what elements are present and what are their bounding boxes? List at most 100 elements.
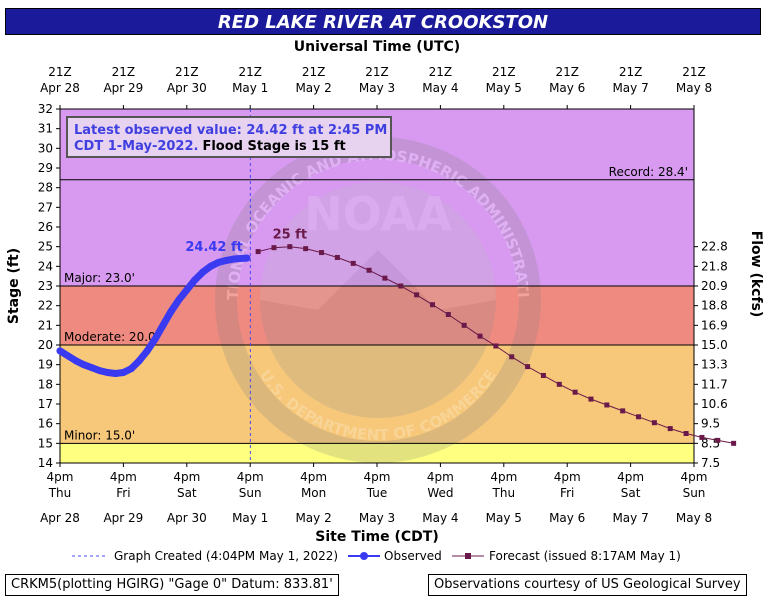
top-tick-time: 21Z — [175, 65, 199, 79]
flow-tick-label: 21.8 — [701, 259, 728, 273]
threshold-label-minor: Minor: 15.0' — [64, 428, 135, 442]
flow-tick-label: 10.6 — [701, 397, 728, 411]
flow-tick-label: 20.9 — [701, 279, 728, 293]
y-tick-label: 27 — [38, 200, 53, 214]
top-tick-date: Apr 30 — [167, 81, 207, 95]
forecast-point — [715, 437, 721, 443]
observed-point — [151, 335, 159, 343]
top-tick-date: May 8 — [676, 81, 712, 95]
datum-note: CRKM5(plotting HGIRG) "Gage 0" Datum: 83… — [5, 574, 339, 596]
flow-tick-label: 7.5 — [701, 456, 720, 470]
y-axis-title: Stage (ft) — [6, 248, 22, 324]
band-minor — [60, 345, 694, 444]
x-tick-day: Mon — [301, 486, 326, 500]
top-tick-date: May 4 — [422, 81, 458, 95]
legend-observed-swatch-dot — [360, 552, 368, 560]
top-tick-time: 21Z — [112, 65, 136, 79]
observed-point — [191, 276, 199, 284]
forecast-point — [271, 245, 277, 251]
x-tick-date: May 2 — [295, 511, 331, 525]
observed-point — [56, 347, 64, 355]
flow-tick-label: 16.9 — [701, 318, 728, 332]
legend-observed-label: Observed — [384, 549, 442, 563]
observed-point — [104, 369, 112, 377]
forecast-point — [255, 249, 261, 255]
x-tick-time: 4pm — [364, 470, 391, 484]
observed-point — [222, 256, 230, 264]
x-tick-time: 4pm — [427, 470, 454, 484]
forecast-point — [651, 420, 657, 426]
observed-point — [230, 255, 238, 263]
y-tick-label: 22 — [38, 299, 53, 313]
x-axis-title: Site Time (CDT) — [315, 529, 439, 545]
observed-point — [199, 268, 207, 276]
axes: 14 15 16 17 18 19 20 21 22 23 24 25 26 27 28 29 30 31 32 7.… — [6, 65, 764, 545]
x-tick-day: Fri — [560, 486, 574, 500]
latest-observed-box — [66, 116, 392, 158]
y-tick-label: 16 — [38, 417, 53, 431]
observed-point — [183, 286, 191, 294]
forecast-point — [303, 246, 309, 252]
observed-point — [119, 369, 127, 377]
y-tick-label: 18 — [38, 377, 53, 391]
y-tick-label: 26 — [38, 220, 53, 234]
top-tick-date: Apr 29 — [103, 81, 143, 95]
y-tick-label: 31 — [38, 122, 53, 136]
top-tick-date: May 7 — [612, 81, 648, 95]
latest-observed-line2: CDT 1-May-2022. Flood Stage is 15 ft — [74, 139, 346, 154]
flow-tick-label: 11.7 — [701, 377, 728, 391]
observed-point — [80, 361, 88, 369]
top-tick-time: 21Z — [429, 65, 453, 79]
top-tick-date: May 1 — [232, 81, 268, 95]
observed-point — [215, 258, 222, 266]
x-tick-day: Sun — [239, 486, 262, 500]
forecast-point — [319, 250, 325, 256]
y-tick-label: 24 — [38, 259, 53, 273]
data-source-note: Observations courtesy of US Geological S… — [428, 574, 747, 596]
latest-observed-line1: Latest observed value: 24.42 ft at 2:45 … — [74, 123, 387, 138]
x-tick-time: 4pm — [490, 470, 517, 484]
x-tick-day: Sat — [621, 486, 641, 500]
x-tick-date: May 1 — [232, 511, 268, 525]
x-tick-time: 4pm — [554, 470, 581, 484]
x-tick-day: Thu — [492, 486, 516, 500]
observed-point — [143, 347, 151, 355]
top-tick-time: 21Z — [365, 65, 389, 79]
forecast-point — [540, 372, 546, 378]
x-tick-day: Sun — [683, 486, 706, 500]
legend-forecast-swatch-square — [465, 553, 471, 559]
forecast-point — [429, 302, 435, 308]
observed-point — [175, 296, 183, 304]
forecast-point — [667, 426, 673, 432]
observed-peak-label: 24.42 ft — [185, 240, 243, 255]
top-tick-date: Apr 28 — [40, 81, 80, 95]
forecast-point — [445, 312, 451, 318]
top-tick-date: May 3 — [359, 81, 395, 95]
forecast-peak-label: 25 ft — [273, 228, 308, 243]
flow-tick-label: 15.0 — [701, 338, 728, 352]
flow-tick-label: 9.5 — [701, 417, 720, 431]
observed-point — [111, 370, 119, 378]
y-tick-label: 30 — [38, 141, 53, 155]
grid-lines: Record: 28.4' Minor: 15.0' Moderate: 20.0'… — [60, 165, 694, 444]
top-tick-time: 21Z — [238, 65, 262, 79]
x-tick-day: Sat — [177, 486, 197, 500]
annotations: 24.42 ft 25 ft Latest observed value: 24.4… — [66, 116, 392, 255]
x-tick-date: Apr 30 — [167, 511, 207, 525]
y-tick-label: 20 — [38, 338, 53, 352]
observed-point — [64, 352, 72, 360]
observed-point — [207, 262, 215, 270]
x-tick-day: Wed — [427, 486, 453, 500]
y-tick-label: 14 — [38, 456, 53, 470]
title-banner: RED LAKE RIVER AT CROOKSTON — [5, 8, 761, 35]
x-tick-date: Apr 29 — [103, 511, 143, 525]
y-tick-label: 21 — [38, 318, 53, 332]
observed-point — [135, 357, 143, 365]
forecast-point — [477, 333, 483, 339]
x-tick-time: 4pm — [617, 470, 644, 484]
forecast-point — [366, 267, 372, 273]
x-tick-date: May 5 — [486, 511, 522, 525]
band-no-flooding — [60, 443, 694, 463]
forecast-point — [572, 389, 578, 395]
